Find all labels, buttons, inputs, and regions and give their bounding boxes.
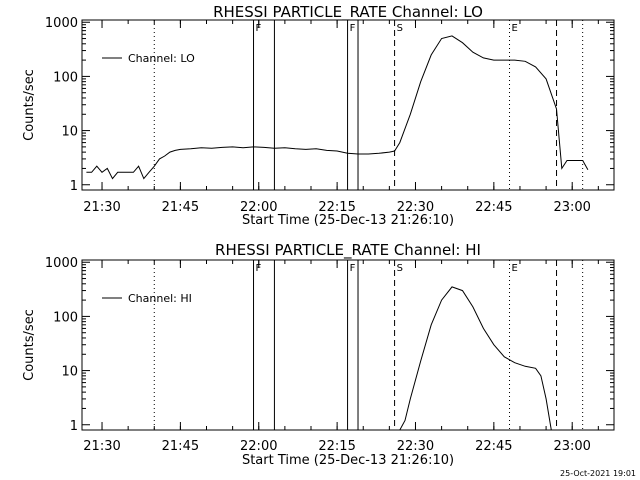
series-line: [86, 35, 589, 180]
panel-1: RHESSI PARTICLE_RATE Channel: LO 1 10 100 10…: [22, 3, 615, 228]
series-line: [399, 286, 552, 431]
event-marker-label: F: [256, 263, 262, 274]
legend-label: Channel: LO: [128, 52, 195, 65]
y-tick-label: 10: [61, 125, 78, 140]
x-tick-label: 22:30: [397, 439, 434, 454]
x-tick-label: 21:45: [162, 200, 199, 215]
event-marker-label: F: [256, 23, 262, 34]
x-tick-label: 21:30: [83, 439, 120, 454]
event-marker-label: S: [397, 23, 403, 34]
y-axis-label: Counts/sec: [22, 69, 37, 141]
x-tick-label: 21:30: [83, 200, 120, 215]
y-axis-label: Counts/sec: [22, 309, 37, 381]
y-tick-label: 1000: [45, 256, 78, 271]
x-axis-label: Start Time (25-Dec-13 21:26:10): [242, 213, 454, 228]
x-tick-label: 23:00: [553, 439, 590, 454]
x-tick-label: 22:15: [318, 200, 355, 215]
y-tick-label: 100: [53, 70, 78, 85]
x-tick-label: 22:00: [240, 200, 277, 215]
event-marker-label: F: [350, 23, 356, 34]
x-tick-label: 22:15: [318, 439, 355, 454]
x-tick-label: 21:45: [162, 439, 199, 454]
y-tick-label: 100: [53, 310, 78, 325]
y-tick-label: 1: [70, 179, 78, 194]
event-marker-label: E: [512, 263, 518, 274]
footer-timestamp: 25-Oct-2021 19:01: [560, 469, 636, 478]
x-axis-label: Start Time (25-Dec-13 21:26:10): [242, 453, 454, 468]
x-tick-label: 22:00: [240, 439, 277, 454]
chart-title: RHESSI PARTICLE_RATE Channel: HI: [215, 241, 481, 260]
chart-title: RHESSI PARTICLE_RATE Channel: LO: [213, 3, 483, 22]
x-tick-label: 22:30: [397, 200, 434, 215]
y-tick-label: 10: [61, 365, 78, 380]
legend-label: Channel: HI: [128, 292, 192, 305]
event-marker-label: S: [397, 263, 403, 274]
x-tick-label: 23:00: [553, 200, 590, 215]
x-tick-label: 22:45: [475, 200, 512, 215]
y-tick-label: 1: [70, 419, 78, 434]
y-tick-label: 1000: [45, 16, 78, 31]
panel-2: RHESSI PARTICLE_RATE Channel: HI 1 10 100 10…: [22, 241, 615, 468]
event-marker-label: F: [350, 263, 356, 274]
x-tick-label: 22:45: [475, 439, 512, 454]
event-marker-label: E: [512, 23, 518, 34]
